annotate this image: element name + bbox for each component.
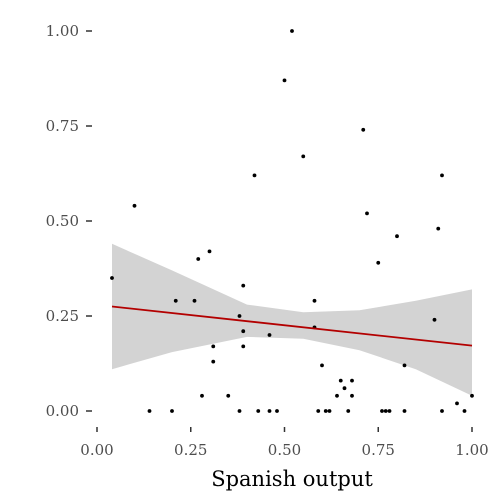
- data-point: [237, 409, 242, 413]
- data-point: [470, 393, 474, 398]
- data-point: [432, 317, 437, 322]
- data-point: [402, 363, 407, 368]
- data-point: [252, 173, 257, 178]
- data-point: [256, 409, 261, 413]
- fit-line: [111, 305, 473, 347]
- data-point: [173, 298, 178, 303]
- data-point: [361, 127, 366, 132]
- data-point: [207, 249, 212, 254]
- data-point: [200, 393, 204, 398]
- data-point: [211, 344, 216, 349]
- data-point: [436, 226, 441, 231]
- data-point: [196, 257, 201, 261]
- data-point: [383, 409, 388, 413]
- data-point: [241, 283, 246, 288]
- data-point: [440, 409, 444, 413]
- y-tick-label: 1.00: [46, 22, 79, 40]
- confidence-band: [112, 243, 472, 396]
- data-point: [395, 234, 399, 239]
- data-point: [290, 29, 294, 33]
- data-point: [320, 363, 324, 368]
- x-axis: 0.00 0.25 0.50 0.75 1.00: [80, 427, 489, 459]
- data-point: [380, 409, 384, 413]
- plot-panel: [110, 29, 474, 413]
- data-point: [462, 409, 467, 413]
- x-tick-label: 0.50: [268, 441, 301, 459]
- y-tick-label: 0.00: [46, 402, 79, 420]
- data-point: [241, 329, 246, 334]
- data-point: [211, 359, 216, 364]
- data-point: [267, 409, 272, 413]
- data-point: [365, 211, 369, 216]
- data-point: [316, 409, 321, 413]
- data-point: [267, 333, 272, 337]
- data-point: [301, 154, 306, 159]
- y-axis: 0.00 0.25 0.50 0.75 1.00: [46, 22, 92, 420]
- x-tick-label: 0.00: [80, 441, 113, 459]
- data-point: [275, 409, 279, 413]
- data-point: [327, 409, 332, 413]
- data-point: [376, 260, 381, 265]
- data-point: [387, 409, 392, 413]
- data-point: [170, 409, 174, 413]
- data-point: [350, 378, 354, 383]
- y-tick-label: 0.75: [46, 117, 79, 135]
- data-point: [323, 409, 328, 413]
- data-point: [282, 78, 287, 83]
- data-point: [132, 203, 137, 208]
- data-point: [346, 409, 351, 413]
- data-point: [455, 401, 459, 406]
- data-point: [342, 386, 347, 391]
- data-point: [237, 314, 242, 318]
- x-tick-label: 0.75: [362, 441, 395, 459]
- data-point: [192, 298, 197, 303]
- y-tick-label: 0.25: [46, 307, 79, 325]
- x-tick-label: 0.25: [174, 441, 207, 459]
- data-point: [402, 409, 407, 413]
- x-tick-label: 1.00: [455, 441, 488, 459]
- data-point: [440, 173, 444, 178]
- data-point: [335, 393, 339, 398]
- data-point: [110, 276, 114, 280]
- x-axis-title: Spanish output: [211, 467, 373, 491]
- data-point: [338, 378, 343, 383]
- y-tick-label: 0.50: [46, 212, 79, 230]
- data-point: [226, 393, 231, 398]
- data-point: [350, 393, 354, 398]
- data-point: [312, 298, 317, 303]
- data-point: [147, 409, 152, 413]
- data-point: [241, 344, 246, 349]
